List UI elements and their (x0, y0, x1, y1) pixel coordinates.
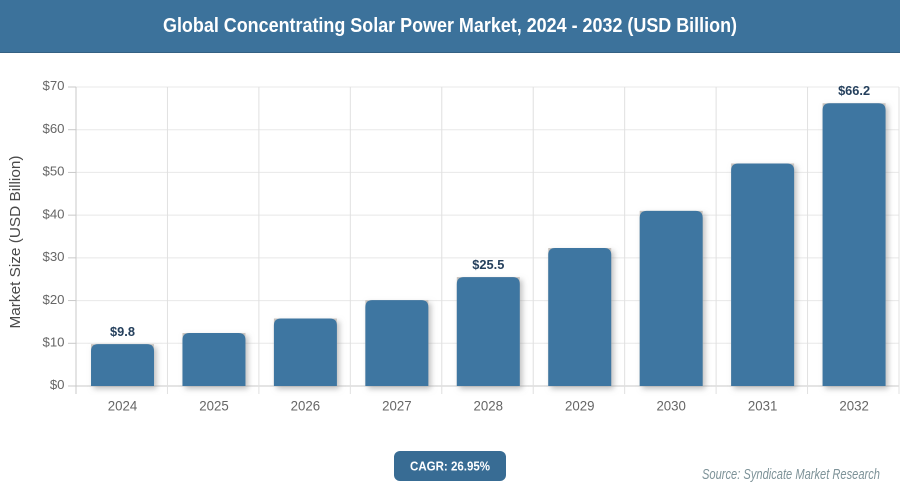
svg-text:2030: 2030 (656, 398, 686, 414)
svg-text:2025: 2025 (199, 398, 229, 414)
svg-text:2027: 2027 (382, 398, 412, 414)
svg-text:$20: $20 (42, 292, 64, 307)
svg-text:2029: 2029 (565, 398, 595, 414)
svg-text:$50: $50 (42, 164, 64, 179)
svg-text:$9.8: $9.8 (110, 324, 135, 339)
svg-text:Source: Syndicate Market Resea: Source: Syndicate Market Research (702, 466, 880, 483)
svg-text:2032: 2032 (839, 398, 869, 414)
svg-text:$0: $0 (50, 377, 65, 392)
svg-text:$30: $30 (42, 249, 64, 264)
svg-text:CAGR: 26.95%: CAGR: 26.95% (410, 460, 490, 474)
svg-text:2028: 2028 (474, 398, 504, 414)
svg-text:$66.2: $66.2 (838, 83, 870, 98)
svg-text:2031: 2031 (748, 398, 778, 414)
svg-text:2026: 2026 (291, 398, 321, 414)
svg-text:$25.5: $25.5 (472, 257, 504, 272)
svg-text:Market Size (USD Billion): Market Size (USD Billion) (8, 156, 24, 329)
svg-text:Global Concentrating Solar Pow: Global Concentrating Solar Power Market,… (163, 14, 737, 37)
svg-text:2024: 2024 (108, 398, 138, 414)
svg-text:$60: $60 (42, 121, 64, 136)
svg-text:$40: $40 (42, 206, 64, 221)
svg-text:$70: $70 (42, 78, 64, 93)
svg-text:$10: $10 (42, 334, 64, 349)
